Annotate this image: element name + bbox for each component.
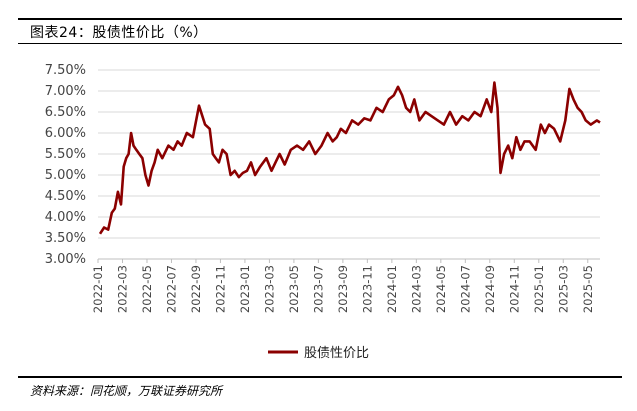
legend: 股债性价比 (268, 346, 369, 361)
figure-title: 图表24：股债性价比（%） (30, 25, 208, 41)
x-tick-label: 2024-09 (483, 265, 497, 313)
x-tick-label: 2022-05 (140, 265, 154, 313)
y-tick-label: 4.50% (45, 189, 86, 204)
y-tick-label: 6.00% (45, 126, 86, 141)
y-tick-label: 5.00% (45, 168, 86, 183)
x-tick-label: 2025-05 (581, 265, 595, 313)
x-tick-label: 2024-07 (458, 265, 472, 313)
y-tick-label: 4.00% (45, 210, 86, 225)
top-rule (18, 18, 622, 20)
y-tick-label: 7.50% (45, 63, 86, 78)
series-line (98, 81, 601, 235)
y-tick-label: 6.50% (45, 105, 86, 120)
x-tick-label: 2023-01 (238, 265, 252, 313)
title-rule (18, 43, 622, 44)
x-tick-label: 2022-09 (189, 265, 203, 313)
x-tick-label: 2025-01 (532, 265, 546, 313)
x-tick-label: 2024-05 (434, 265, 448, 313)
y-tick-label: 3.50% (45, 231, 86, 246)
x-tick-label: 2022-03 (115, 265, 129, 313)
x-tick-label: 2022-01 (91, 265, 105, 313)
x-tick-label: 2023-05 (287, 265, 301, 313)
x-tick-label: 2023-09 (336, 265, 350, 313)
x-tick-label: 2023-07 (311, 265, 325, 313)
bottom-rule (18, 376, 622, 378)
y-tick-label: 5.50% (45, 147, 86, 162)
x-tick-label: 2024-11 (507, 265, 521, 313)
y-tick-label: 3.00% (45, 252, 86, 267)
x-tick-label: 2022-07 (164, 265, 178, 313)
x-tick-label: 2023-03 (262, 265, 276, 313)
x-tick-label: 2024-01 (385, 265, 399, 313)
y-tick-label: 7.00% (45, 84, 86, 99)
x-tick-label: 2022-11 (213, 265, 227, 313)
x-axis-ticks: 2022-01 2022-03 2022-05 2022-07 2022-09 2022-… (91, 259, 595, 313)
y-axis-ticks: 3.00% 3.50% 4.00% 4.50% 5.00% 5.50% 6.00% 6.50%… (45, 63, 86, 267)
grid-lines (98, 69, 600, 239)
x-tick-label: 2025-03 (556, 265, 570, 313)
legend-label: 股债性价比 (304, 346, 369, 361)
x-tick-label: 2023-11 (360, 265, 374, 313)
source-note: 资料来源：同花顺，万联证券研究所 (30, 384, 223, 398)
x-tick-label: 2024-03 (409, 265, 423, 313)
